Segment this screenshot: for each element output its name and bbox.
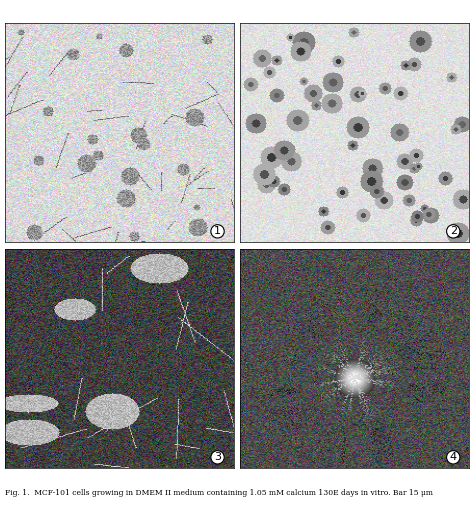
Text: 4: 4 [450, 453, 457, 462]
Text: 1: 1 [214, 227, 221, 236]
Text: Fig. 1.  MCF-101 cells growing in DMEM II medium containing 1.05 mM calcium 130E: Fig. 1. MCF-101 cells growing in DMEM II… [5, 489, 433, 497]
Text: 3: 3 [214, 453, 221, 462]
Text: 2: 2 [450, 227, 457, 236]
